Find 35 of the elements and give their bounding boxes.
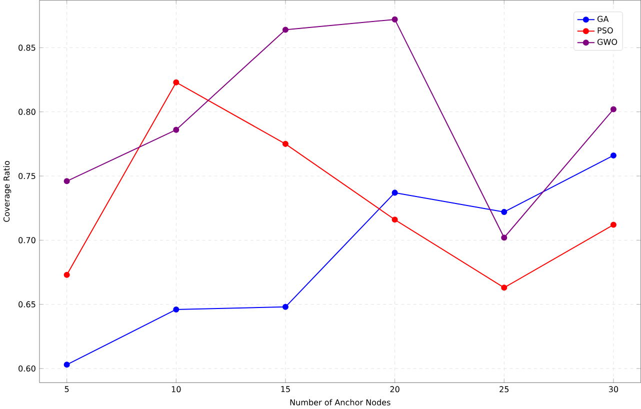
point xyxy=(173,126,180,133)
legend-label: GWO xyxy=(597,38,618,46)
point xyxy=(64,362,70,368)
point xyxy=(610,106,616,112)
point xyxy=(501,284,508,291)
x-tick-label: 20 xyxy=(390,386,400,392)
x-tick-label: 25 xyxy=(500,386,509,392)
x-tick-label: 10 xyxy=(172,386,181,392)
y-tick-label: 0.65 xyxy=(18,301,36,308)
x-tick-label: 15 xyxy=(281,386,290,392)
point xyxy=(64,272,70,278)
x-tick-label: 5 xyxy=(64,386,69,392)
point xyxy=(282,141,288,148)
point xyxy=(610,222,616,228)
legend-label: PSO xyxy=(598,27,613,34)
legend-label: GA xyxy=(597,16,609,22)
point xyxy=(282,26,288,33)
point xyxy=(392,16,398,23)
y-tick-label: 0.75 xyxy=(18,173,36,180)
point xyxy=(392,216,398,223)
point xyxy=(501,234,508,241)
point xyxy=(501,209,508,216)
point xyxy=(173,306,180,313)
x-tick-label: 30 xyxy=(608,386,618,392)
point xyxy=(64,178,70,184)
point xyxy=(282,304,288,310)
y-tick-label: 0.80 xyxy=(18,108,36,116)
y-axis-title: Coverage Ratio xyxy=(3,161,12,222)
y-tick-label: 0.85 xyxy=(18,44,36,51)
point xyxy=(610,152,616,159)
y-tick-label: 0.60 xyxy=(18,366,36,372)
y-tick-label: 0.70 xyxy=(18,237,36,244)
point xyxy=(392,190,398,196)
point xyxy=(173,79,180,86)
x-axis-title: Number of Anchor Nodes xyxy=(290,399,390,406)
